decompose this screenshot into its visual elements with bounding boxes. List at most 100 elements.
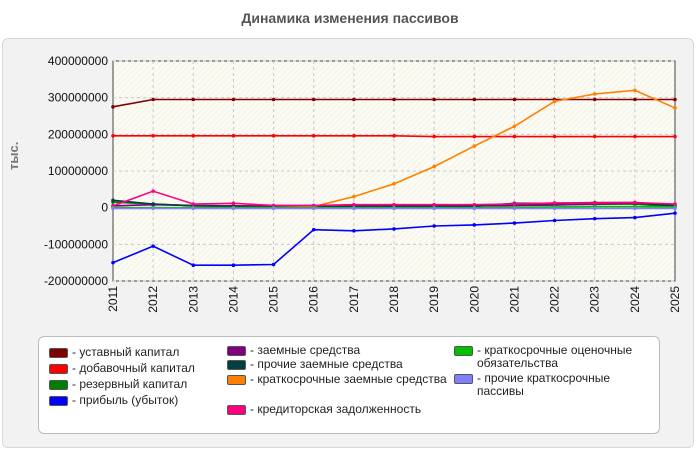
data-point: [633, 206, 637, 211]
y-tick-label: 200000000: [48, 127, 108, 141]
data-point: [592, 206, 597, 211]
data-point: [151, 202, 155, 206]
data-point: [311, 134, 316, 138]
data-point: [592, 201, 597, 205]
data-point: [432, 134, 436, 139]
data-point: [512, 206, 517, 211]
data-point: [592, 134, 597, 139]
x-tick-label: 2022: [548, 286, 562, 313]
legend-item: - прочие заемные средства: [227, 358, 447, 371]
x-tick-label: 2020: [467, 286, 481, 313]
legend-swatch: [49, 380, 68, 390]
data-point: [271, 97, 276, 102]
x-tick-label: 2021: [507, 286, 521, 313]
data-point: [552, 218, 557, 223]
data-point: [191, 206, 196, 211]
data-point: [552, 206, 557, 211]
data-point: [151, 189, 155, 193]
x-axis: 2011 2012 2013 2014 2015 2016 2017 2018 2019 2020…: [106, 286, 682, 313]
x-tick-label: 2024: [628, 286, 642, 313]
data-point: [673, 106, 677, 110]
data-point: [151, 97, 155, 102]
y-tick-label: -200000000: [44, 274, 108, 288]
data-point: [552, 134, 557, 139]
data-point: [472, 134, 477, 139]
legend-swatch: [454, 346, 473, 356]
data-point: [392, 97, 396, 102]
data-point: [311, 206, 316, 211]
legend-swatch: [227, 375, 246, 385]
x-tick-label: 2017: [347, 286, 361, 313]
data-point: [392, 227, 396, 231]
data-point: [111, 134, 115, 138]
data-point: [673, 211, 677, 215]
data-point: [633, 97, 637, 102]
data-point: [472, 202, 477, 207]
legend-swatch: [49, 364, 68, 374]
legend-swatch: [49, 348, 68, 358]
data-point: [673, 202, 677, 206]
legend-label: - резервный капитал: [72, 377, 188, 391]
data-point: [472, 223, 477, 227]
data-point: [271, 206, 276, 211]
data-point: [472, 144, 477, 148]
y-axis: 400000000 300000000 200000000 100000000 0 -10…: [44, 54, 108, 288]
data-point: [111, 206, 115, 211]
data-point: [352, 202, 356, 207]
y-tick-label: 100000000: [48, 164, 108, 178]
data-point: [432, 202, 436, 207]
data-point: [552, 99, 557, 104]
data-point: [191, 202, 196, 206]
data-point: [231, 134, 236, 138]
legend-item: - резервный капитал: [49, 378, 219, 391]
x-tick-label: 2019: [427, 286, 441, 313]
data-point: [352, 97, 356, 102]
legend-item: - уставный капитал: [49, 346, 219, 359]
data-point: [552, 201, 557, 205]
legend-label: - уставный капитал: [72, 345, 180, 359]
data-point: [432, 97, 436, 102]
data-point: [231, 97, 236, 102]
legend-item: - краткосрочные заемные средства: [227, 373, 447, 386]
legend-item: - краткосрочные оценочные обязательства: [454, 344, 654, 370]
data-point: [432, 224, 436, 228]
data-point: [191, 97, 196, 102]
y-tick-label: -100000000: [44, 237, 108, 251]
data-point: [592, 97, 597, 102]
legend-item: - прочие краткосрочные пассивы: [454, 372, 654, 398]
data-point: [512, 202, 517, 206]
x-tick-label: 2013: [186, 286, 200, 313]
data-point: [633, 200, 637, 205]
y-tick-label: 400000000: [48, 54, 108, 68]
data-point: [311, 227, 316, 232]
data-point: [392, 134, 396, 138]
x-tick-label: 2014: [226, 286, 240, 313]
y-tick-label: 0: [101, 201, 108, 215]
x-tick-label: 2018: [387, 286, 401, 313]
data-point: [592, 92, 597, 96]
data-point: [352, 194, 356, 199]
data-point: [231, 263, 236, 268]
data-point: [432, 164, 436, 169]
data-point: [271, 134, 276, 138]
legend-label: - заемные средства: [250, 343, 361, 357]
data-point: [311, 97, 316, 102]
data-point: [392, 206, 396, 211]
data-point: [392, 182, 396, 186]
y-axis-label: тыс.: [6, 141, 21, 170]
x-tick-label: 2015: [267, 286, 281, 313]
data-point: [512, 134, 517, 139]
data-point: [673, 134, 677, 139]
legend-swatch: [227, 405, 246, 415]
legend-label: - добавочный капитал: [72, 361, 195, 375]
data-point: [191, 263, 196, 268]
chart-title: Динамика изменения пассивов: [241, 10, 459, 26]
data-point: [512, 97, 517, 102]
data-point: [472, 97, 477, 102]
legend-label: - кредиторская задолженность: [250, 402, 422, 416]
legend-swatch: [227, 360, 246, 370]
legend-label: - прибыль (убыток): [72, 393, 179, 407]
legend-label: - краткосрочные оценочные обязательства: [477, 343, 633, 370]
line-chart: 400000000 300000000 200000000 100000000 0 -10…: [44, 54, 682, 313]
data-point: [231, 206, 236, 211]
